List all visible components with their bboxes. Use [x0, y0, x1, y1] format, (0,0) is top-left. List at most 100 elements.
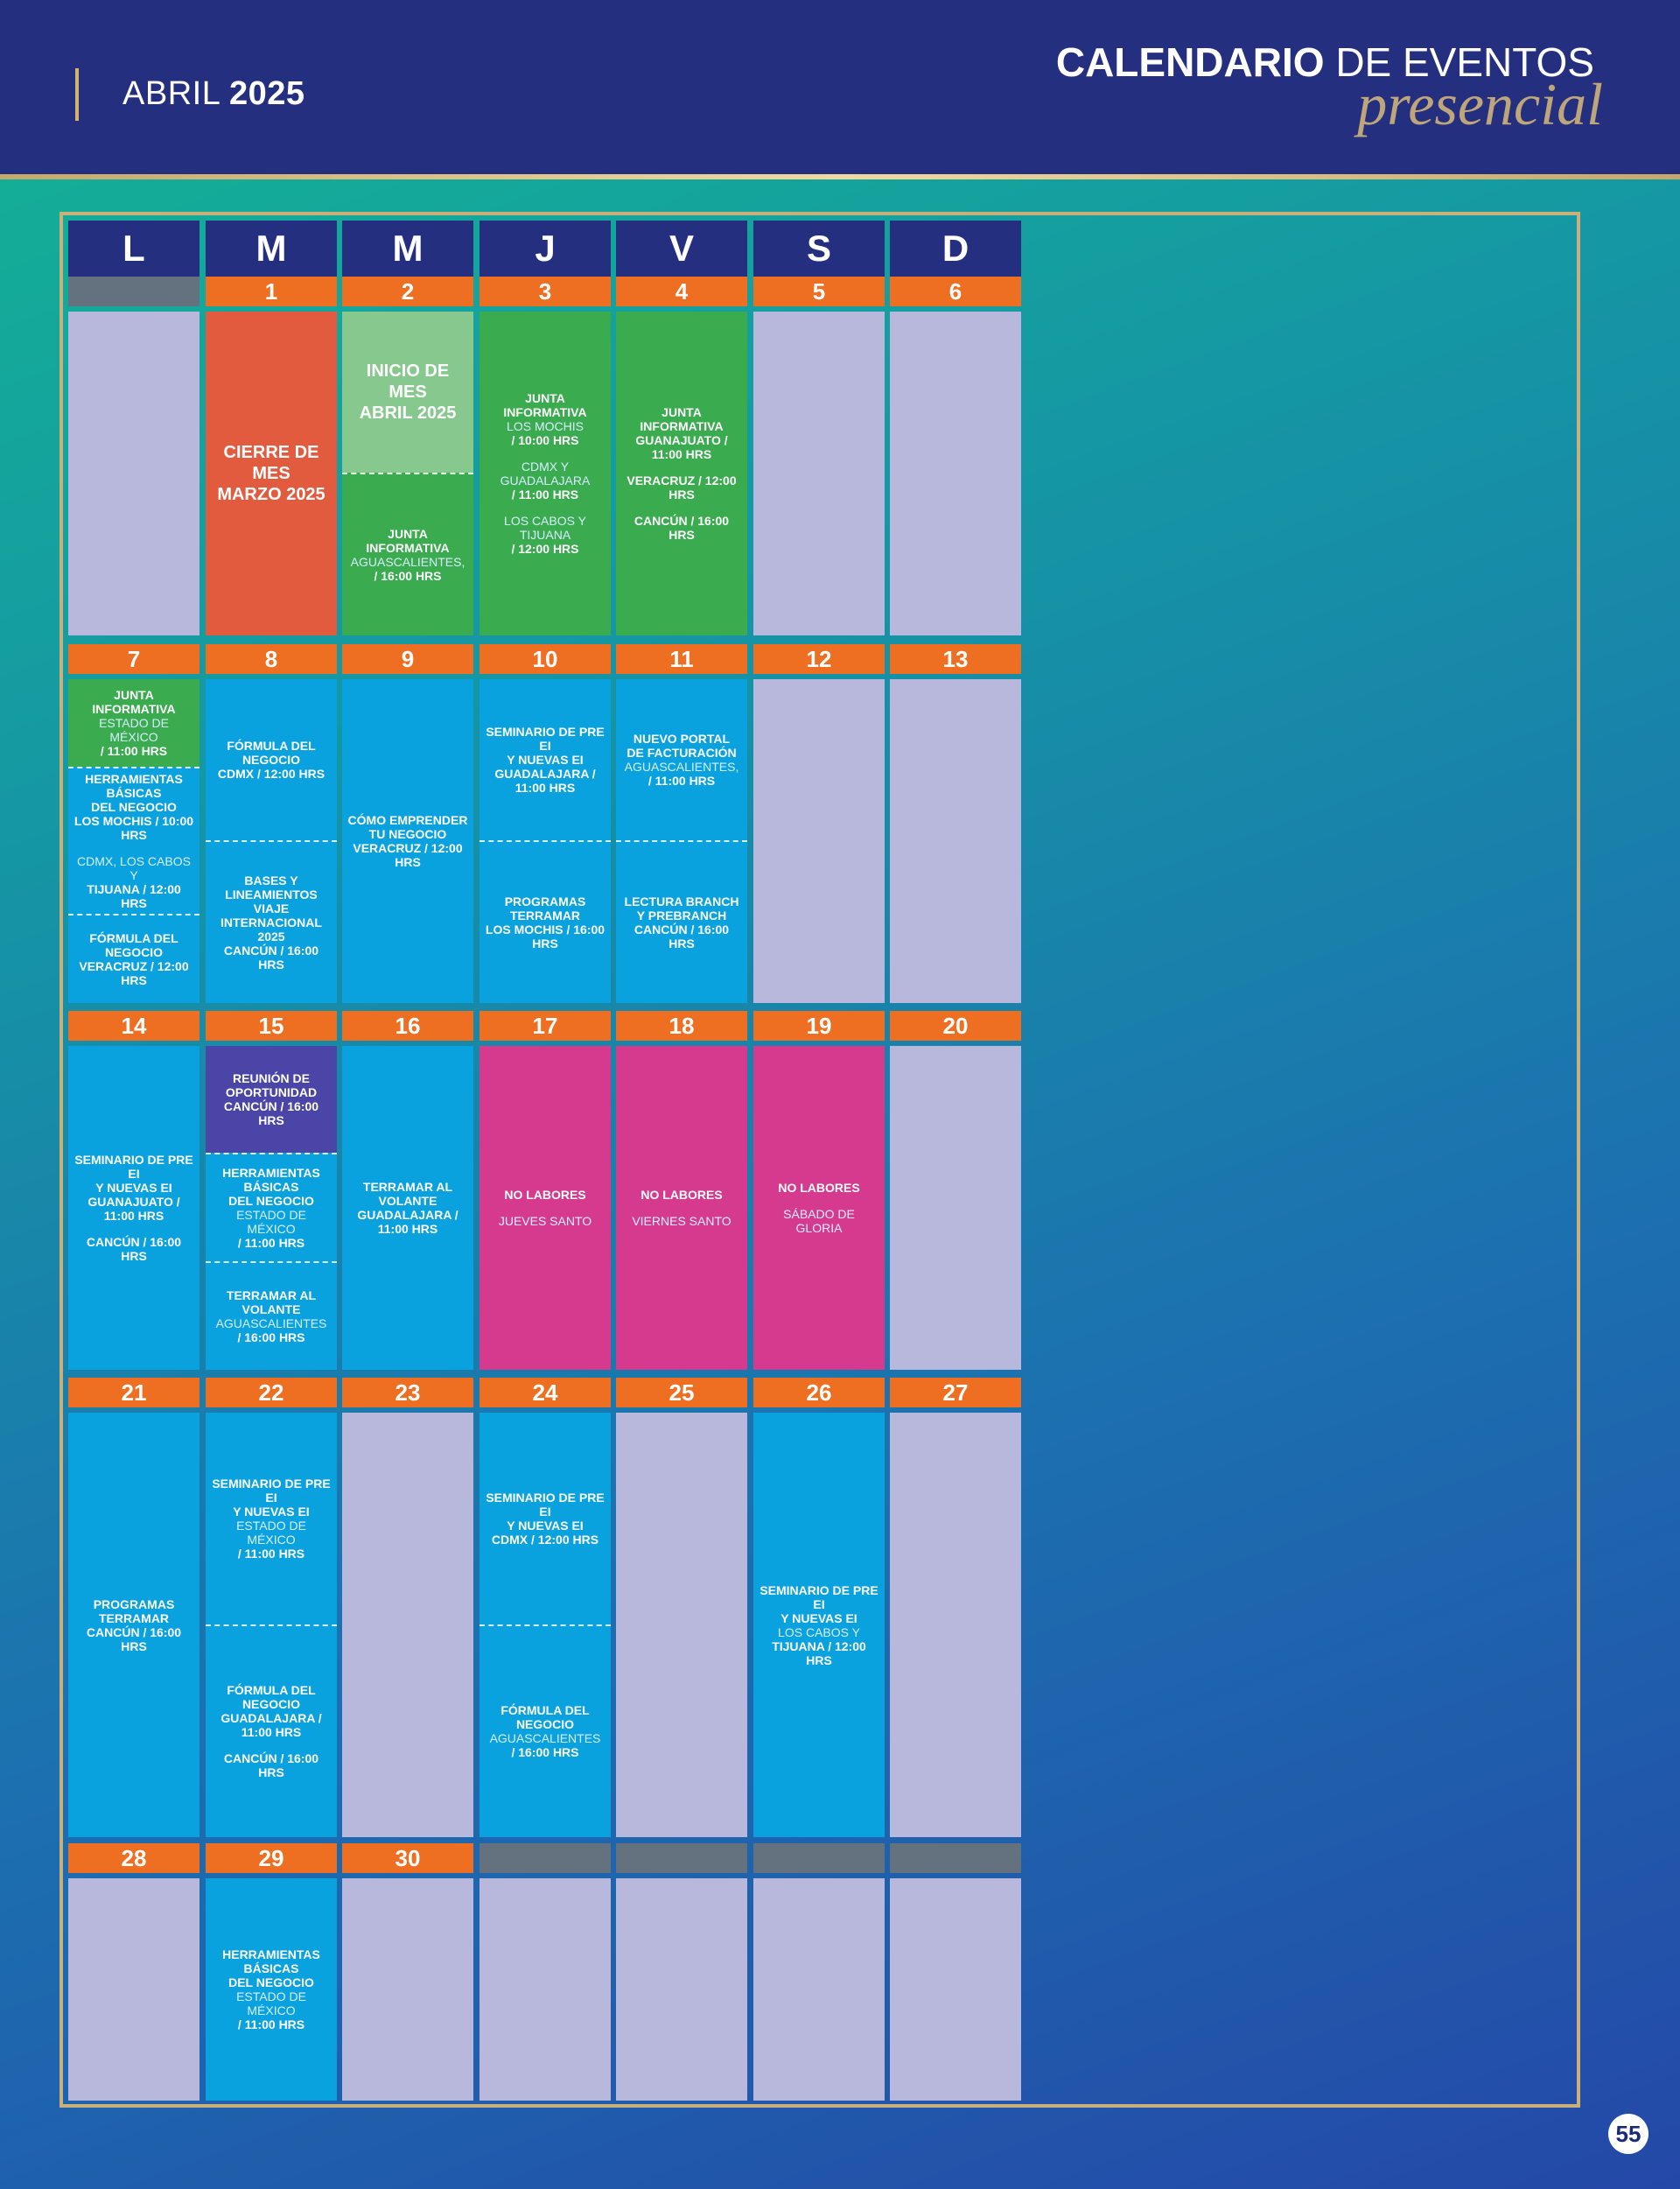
day-number: 13 [890, 644, 1021, 674]
event-text: REUNIÓN DE OPORTUNIDAD [225, 1071, 318, 1099]
event-text: Y NUEVAS EI [507, 1518, 584, 1533]
event-location: LOS CABOS Y [778, 1624, 860, 1639]
day-cell[interactable]: PROGRAMAS TERRAMAR CANCÚN / 16:00 HRS [68, 1413, 200, 1837]
title-bold: CALENDARIO [1055, 39, 1325, 85]
event-text: INICIO DE MES [366, 361, 450, 402]
event-text: SEMINARIO DE PRE EI [486, 1490, 605, 1519]
day-cell [342, 1878, 473, 2101]
day-number: 28 [68, 1843, 200, 1873]
event-block[interactable]: BASES Y LINEAMIENTOS VIAJE INTERNACIONAL … [206, 840, 337, 1003]
event-block[interactable]: PROGRAMAS TERRAMAR LOS MOCHIS / 16:00 HRS [480, 840, 611, 1003]
day-cell[interactable]: NO LABORES JUEVES SANTO [480, 1046, 611, 1370]
day-cell[interactable]: JUNTA INFORMATIVA LOS MOCHIS/ 10:00 HRS CD… [480, 312, 611, 635]
day-number: 19 [753, 1011, 885, 1041]
header-bar: ABRIL 2025 CALENDARIO DE EVENTOS presenc… [0, 0, 1680, 179]
event-text: CÓMO EMPRENDER [347, 813, 468, 827]
event-block[interactable]: SEMINARIO DE PRE EI Y NUEVAS EI GUADALAJAR… [480, 679, 611, 840]
event-block[interactable]: NO LABORES SÁBADO DE GLORIA [753, 1046, 885, 1370]
accent-divider [75, 68, 79, 121]
day-cell[interactable]: TERRAMAR AL VOLANTE GUADALAJARA / 11:00 H… [342, 1046, 473, 1370]
day-cell[interactable]: SEMINARIO DE PRE EI Y NUEVAS EI ESTADO DE … [206, 1413, 337, 1837]
day-cell[interactable]: SEMINARIO DE PRE EI Y NUEVAS EI CDMX / 12:… [480, 1413, 611, 1837]
event-location: CDMX Y GUADALAJARA [500, 460, 591, 488]
event-block[interactable]: HERRAMIENTAS BÁSICAS DEL NEGOCIO ESTADO DE… [206, 1878, 337, 2101]
day-cell[interactable]: SEMINARIO DE PRE EI Y NUEVAS EI GUADALAJAR… [480, 679, 611, 1003]
day-cell[interactable]: REUNIÓN DE OPORTUNIDAD CANCÚN / 16:00 HRS… [206, 1046, 337, 1370]
day-number: 15 [206, 1011, 337, 1041]
event-location: AGUASCALIENTES [489, 1731, 601, 1746]
event-block[interactable]: NO LABORES JUEVES SANTO [480, 1046, 611, 1370]
day-number: 14 [68, 1011, 200, 1041]
day-number: 26 [753, 1378, 885, 1407]
day-cell[interactable]: NO LABORES VIERNES SANTO [616, 1046, 747, 1370]
event-text: SEMINARIO DE PRE EI [74, 1153, 193, 1181]
event-block[interactable]: FÓRMULA DEL NEGOCIO AGUASCALIENTES/ 16:00… [480, 1624, 611, 1838]
event-block[interactable]: FÓRMULA DEL NEGOCIO CDMX / 12:00 HRS [206, 679, 337, 840]
event-block[interactable]: INICIO DE MES ABRIL 2025 [342, 312, 473, 473]
event-text: LOS MOCHIS / 10:00 HRS [74, 814, 194, 842]
event-text: CANCÚN / 16:00 HRS [223, 944, 319, 972]
event-block[interactable]: REUNIÓN DE OPORTUNIDAD CANCÚN / 16:00 HRS [206, 1046, 337, 1153]
weekday-header: J [480, 221, 611, 277]
day-number [480, 1843, 611, 1873]
event-text: GUADALAJARA / 11:00 HRS [494, 767, 596, 795]
event-block[interactable]: TERRAMAR AL VOLANTE GUADALAJARA / 11:00 H… [342, 1046, 473, 1370]
event-block[interactable]: SEMINARIO DE PRE EI Y NUEVAS EI LOS CABOS … [753, 1413, 885, 1837]
day-cell[interactable]: SEMINARIO DE PRE EI Y NUEVAS EI GUANAJUATO… [68, 1046, 200, 1370]
event-text: VERACRUZ / 12:00 HRS [626, 474, 737, 502]
event-text: PROGRAMAS TERRAMAR [504, 895, 586, 923]
event-block[interactable]: FÓRMULA DEL NEGOCIO GUADALAJARA / 11:00 H… [206, 1624, 337, 1838]
event-location: JUEVES SANTO [498, 1214, 592, 1228]
event-block[interactable]: TERRAMAR AL VOLANTE AGUASCALIENTES/ 16:00… [206, 1261, 337, 1370]
event-block[interactable]: SEMINARIO DE PRE EI Y NUEVAS EI CDMX / 12:… [480, 1413, 611, 1624]
event-text: CDMX / 12:00 HRS [217, 767, 326, 781]
event-block[interactable]: SEMINARIO DE PRE EI Y NUEVAS EI GUANAJUATO… [68, 1046, 200, 1370]
day-cell[interactable]: JUNTA INFORMATIVA ESTADO DE MÉXICO/ 11:00… [68, 679, 200, 1003]
event-text: DE FACTURACIÓN [626, 746, 737, 760]
event-text: DEL NEGOCIO [228, 1194, 314, 1208]
event-text: CANCÚN / 16:00 HRS [86, 1235, 182, 1263]
event-block[interactable]: JUNTA INFORMATIVA ESTADO DE MÉXICO/ 11:00… [68, 679, 200, 767]
event-block[interactable]: NO LABORES VIERNES SANTO [616, 1046, 747, 1370]
event-block[interactable]: NUEVO PORTAL DE FACTURACIÓN AGUASCALIENTES… [616, 679, 747, 840]
day-cell[interactable]: NUEVO PORTAL DE FACTURACIÓN AGUASCALIENTES… [616, 679, 747, 1003]
event-block[interactable]: PROGRAMAS TERRAMAR CANCÚN / 16:00 HRS [68, 1413, 200, 1837]
event-text: TERRAMAR AL VOLANTE [362, 1180, 453, 1208]
day-cell [68, 1878, 200, 2101]
day-cell[interactable]: FÓRMULA DEL NEGOCIO CDMX / 12:00 HRS BASES… [206, 679, 337, 1003]
event-text: MARZO 2025 [217, 485, 326, 504]
day-cell[interactable]: HERRAMIENTAS BÁSICAS DEL NEGOCIO ESTADO DE… [206, 1878, 337, 2101]
event-block[interactable]: JUNTA INFORMATIVA GUANAJUATO / 11:00 HRS V… [616, 312, 747, 635]
event-text: HERRAMIENTAS BÁSICAS [222, 1166, 320, 1194]
event-block[interactable]: FÓRMULA DEL NEGOCIO VERACRUZ / 12:00 HRS [68, 914, 200, 1003]
event-block[interactable]: CÓMO EMPRENDER TU NEGOCIO VERACRUZ / 12:00… [342, 679, 473, 1003]
weekday-header: S [753, 221, 885, 277]
day-cell[interactable]: SEMINARIO DE PRE EI Y NUEVAS EI LOS CABOS … [753, 1413, 885, 1837]
event-text: DEL NEGOCIO [91, 800, 177, 814]
day-number: 23 [342, 1378, 473, 1407]
event-text: GUANAJUATO / 11:00 HRS [88, 1195, 180, 1223]
day-cell[interactable]: CÓMO EMPRENDER TU NEGOCIO VERACRUZ / 12:00… [342, 679, 473, 1003]
event-text: DEL NEGOCIO [228, 1975, 314, 1989]
day-number [890, 1843, 1021, 1873]
day-cell[interactable]: INICIO DE MES ABRIL 2025 JUNTA INFORMATIVA… [342, 312, 473, 635]
day-cell[interactable]: NO LABORES SÁBADO DE GLORIA [753, 1046, 885, 1370]
event-block[interactable]: CIERRE DE MES MARZO 2025 [206, 312, 337, 635]
event-block[interactable]: JUNTA INFORMATIVA LOS MOCHIS/ 10:00 HRS CD… [480, 312, 611, 635]
event-text: CANCÚN / 16:00 HRS [634, 923, 730, 951]
event-text: / 12:00 HRS [511, 542, 579, 556]
event-text: Y NUEVAS EI [95, 1181, 172, 1195]
day-cell [890, 679, 1021, 1003]
event-block[interactable]: JUNTA INFORMATIVA AGUASCALIENTES,/ 16:00 … [342, 473, 473, 635]
day-cell[interactable]: JUNTA INFORMATIVA GUANAJUATO / 11:00 HRS V… [616, 312, 747, 635]
day-number: 22 [206, 1378, 337, 1407]
day-number: 6 [890, 277, 1021, 306]
month-label: ABRIL 2025 [122, 75, 305, 113]
event-block[interactable]: HERRAMIENTAS BÁSICAS DEL NEGOCIO LOS MOCHI… [68, 767, 200, 914]
event-block[interactable]: HERRAMIENTAS BÁSICAS DEL NEGOCIO ESTADO DE… [206, 1153, 337, 1261]
event-text: Y PREBRANCH [636, 909, 727, 923]
day-cell[interactable]: CIERRE DE MES MARZO 2025 [206, 312, 337, 635]
event-block[interactable]: LECTURA BRANCH Y PREBRANCH CANCÚN / 16:00 … [616, 840, 747, 1003]
event-block[interactable]: SEMINARIO DE PRE EI Y NUEVAS EI ESTADO DE … [206, 1413, 337, 1624]
event-text: HERRAMIENTAS BÁSICAS [85, 772, 183, 800]
